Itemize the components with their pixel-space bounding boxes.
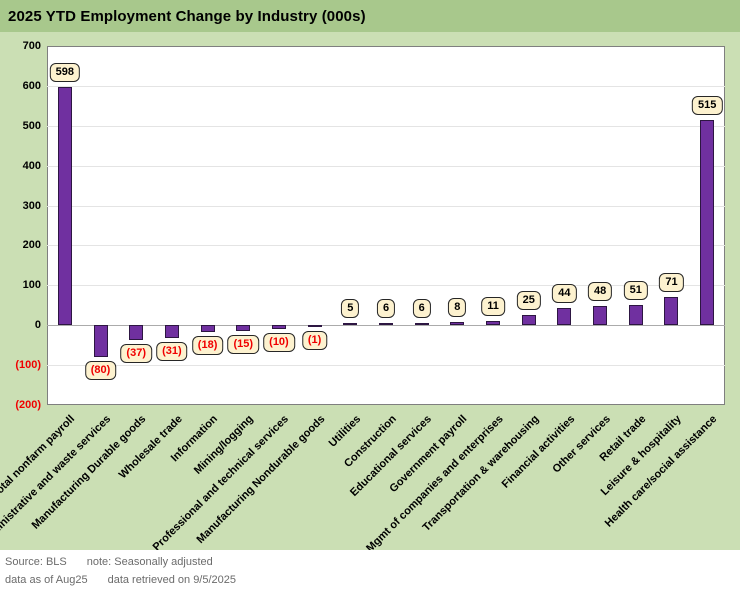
gridline: [47, 245, 725, 247]
gridline: [47, 205, 725, 207]
bar: [521, 315, 536, 326]
bar: [200, 325, 215, 333]
bar-value-label: 8: [448, 298, 467, 318]
y-axis-tick-label: 600: [22, 79, 41, 92]
bar-value-label: 515: [691, 95, 723, 115]
y-axis-tick-label: 0: [34, 319, 41, 332]
bar: [343, 323, 358, 326]
bar: [379, 322, 393, 326]
footer-line-source: Source: BLS note: Seasonally adjusted: [5, 556, 213, 568]
footer-note-text: note: Seasonally adjusted: [86, 556, 213, 568]
bar: [129, 325, 144, 340]
bar: [93, 325, 108, 358]
gridline: [47, 165, 725, 167]
bar-value-label: 5: [341, 299, 360, 319]
bar: [236, 325, 251, 332]
y-axis-tick-label: 700: [22, 40, 41, 52]
gridline: [47, 85, 725, 87]
bar: [664, 296, 679, 326]
y-axis-tick-label: 200: [22, 239, 41, 252]
y-axis-tick-label: 500: [22, 119, 41, 132]
footer-source-text: Source: BLS: [5, 556, 67, 568]
bar: [271, 325, 286, 330]
footer: Source: BLS note: Seasonally adjusted dat…: [0, 550, 740, 589]
bar: [164, 325, 179, 338]
bar-value-label: 25: [516, 291, 541, 311]
gridline: [47, 125, 725, 127]
bar-value-label: 44: [552, 283, 577, 303]
bar-value-label: 11: [481, 296, 505, 316]
bar-value-label: 71: [659, 272, 684, 292]
bar-value-label: (37): [120, 343, 152, 363]
y-axis-tick-label: (100): [15, 359, 41, 372]
y-axis-tick-label: 100: [22, 279, 41, 292]
bar: [450, 322, 465, 326]
bar: [557, 307, 572, 326]
y-axis-tick-label: 400: [22, 159, 41, 172]
bar-value-label: (15): [227, 335, 260, 355]
bar-value-label: (31): [156, 341, 188, 361]
title-band: 2025 YTD Employment Change by Industry (…: [0, 0, 740, 32]
bar: [486, 320, 501, 326]
footer-retrieved-text: data retrieved on 9/5/2025: [107, 574, 237, 586]
bar: [628, 304, 643, 326]
gridline: [47, 365, 725, 367]
footer-line-dates: data as of Aug25 data retrieved on 9/5/20…: [5, 574, 236, 586]
bar: [307, 325, 322, 328]
bar: [700, 119, 715, 326]
bar-value-label: (18): [191, 336, 224, 356]
bar-value-label: 6: [376, 298, 396, 318]
footer-asof-text: data as of Aug25: [5, 574, 88, 586]
bar-value-label: 48: [587, 282, 613, 302]
bar-value-label: 6: [412, 298, 431, 318]
zero-axis-line: [47, 325, 725, 327]
bar-value-label: (80): [84, 361, 117, 381]
y-axis-tick-label: 300: [22, 199, 41, 212]
x-category-label: Utilities: [326, 413, 363, 450]
bar-value-label: 598: [49, 62, 81, 82]
bar-value-label: (10): [263, 333, 295, 353]
chart-title: 2025 YTD Employment Change by Industry (…: [8, 7, 366, 25]
bar: [414, 322, 429, 326]
bar: [57, 86, 72, 326]
x-category-label: Wholesale trade: [116, 413, 185, 482]
y-axis-tick-label: (200): [15, 399, 41, 411]
bar-value-label: 51: [623, 280, 648, 300]
gridline: [47, 285, 725, 287]
bar-value-label: (1): [301, 330, 328, 350]
bar: [593, 306, 608, 326]
